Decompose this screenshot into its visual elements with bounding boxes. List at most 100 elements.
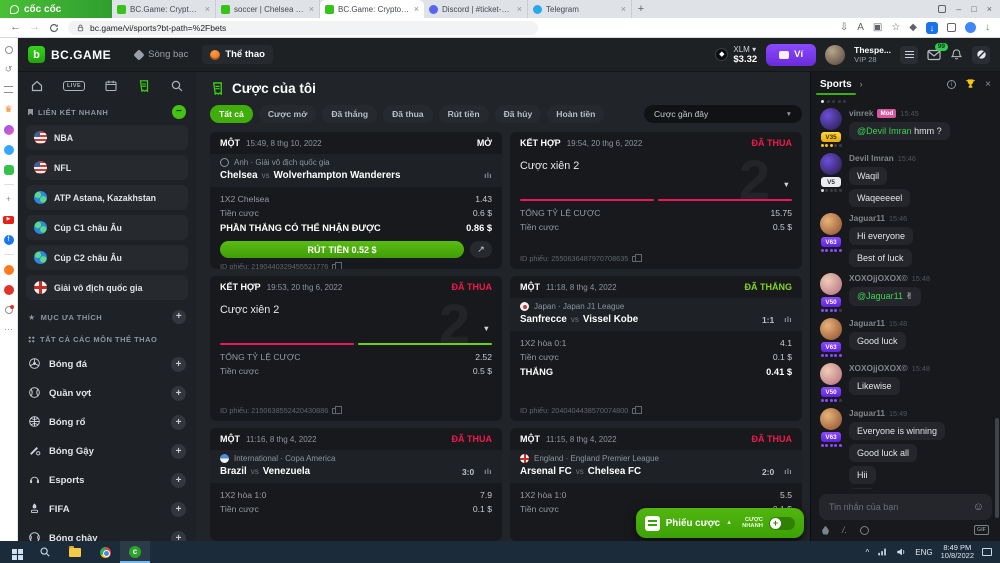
bcgame-logo[interactable]: b BC.GAME <box>28 46 111 63</box>
close-window-icon[interactable]: × <box>986 4 992 14</box>
quicklink-item[interactable]: ATP Astana, Kazakhstan <box>26 185 188 210</box>
copy-icon[interactable] <box>632 406 642 414</box>
match-block[interactable]: International · Copa America Brazil vs Vene… <box>210 450 502 483</box>
expand-caret-icon[interactable]: ▼ <box>782 180 790 189</box>
action-center-icon[interactable] <box>982 548 992 556</box>
betslip-button[interactable]: Phiếu cược ▲ CƯỢC NHANH + <box>635 508 804 538</box>
filter-pill[interactable]: Đã thua <box>383 105 433 123</box>
language-indicator[interactable]: ENG <box>915 547 933 557</box>
active-download-icon[interactable]: ↓ <box>926 21 938 34</box>
copy-icon[interactable] <box>332 406 342 414</box>
filter-pill[interactable]: Đã hủy <box>494 105 542 123</box>
chevron-right-icon[interactable]: › <box>859 79 863 89</box>
gif-icon[interactable]: GIF <box>973 525 989 535</box>
new-tab-button[interactable]: + <box>637 3 645 15</box>
combo-block[interactable]: Cược xiên 2 2 ▼ <box>210 296 502 352</box>
youtube-icon[interactable]: ▶ <box>3 214 14 225</box>
chat-username[interactable]: vinrek <box>849 108 874 118</box>
avatar[interactable] <box>820 153 842 175</box>
taskbar-clock[interactable]: 8:49 PM 10/8/2022 <box>941 543 974 561</box>
tray-chevron-icon[interactable]: ^ <box>865 547 870 557</box>
browser-tab[interactable]: BC.Game: Crypto Casino Gam× <box>112 0 216 18</box>
hot-deals-icon[interactable]: ♛ <box>4 104 13 114</box>
emoji-icon[interactable]: ☺ <box>972 501 984 513</box>
sport-item[interactable]: FIFA + <box>26 495 188 524</box>
chat-username[interactable]: XOXOjjOXOX© <box>849 273 908 283</box>
chat-username[interactable]: Jaguar11 <box>849 213 885 223</box>
stats-icon[interactable]: ılı <box>484 467 492 476</box>
bell-icon[interactable] <box>950 48 963 61</box>
sport-item[interactable]: Bóng chày + <box>26 524 188 541</box>
shopping-icon[interactable] <box>3 264 14 275</box>
url-field[interactable]: bc.game/vi/sports?bt-path=%2Fbets <box>68 20 538 35</box>
reload-icon[interactable] <box>48 22 60 34</box>
avatar[interactable] <box>820 408 842 430</box>
bet-history-icon[interactable] <box>900 45 918 64</box>
cashout-button[interactable]: RÚT TIỀN 0.52 $ <box>220 241 464 258</box>
sport-item[interactable]: Bóng đá + <box>26 350 188 379</box>
share-icon[interactable]: ↗ <box>470 241 492 258</box>
games-icon[interactable] <box>3 164 14 175</box>
add-favorite-button[interactable]: + <box>171 473 186 488</box>
back-icon[interactable]: ← <box>10 21 21 33</box>
chat-username[interactable]: Jaguar11 <box>849 318 885 328</box>
video-download-icon[interactable]: ↓ <box>985 21 990 33</box>
messages-button[interactable]: 99 <box>927 42 948 61</box>
maximize-icon[interactable]: □ <box>971 4 977 14</box>
nav-casino[interactable]: Sòng bạc <box>133 48 188 61</box>
avatar[interactable] <box>820 108 842 130</box>
calendar-icon[interactable] <box>104 79 118 93</box>
chat-scrollbar[interactable] <box>995 418 999 518</box>
volume-icon[interactable] <box>896 547 907 557</box>
start-button[interactable] <box>0 541 30 563</box>
filter-pill[interactable]: Hoàn tiền <box>547 105 605 123</box>
trophy-icon[interactable] <box>964 78 977 90</box>
tab-close-icon[interactable]: × <box>204 4 210 14</box>
sport-item[interactable]: Quần vợt + <box>26 379 188 408</box>
match-block[interactable]: Japan · Japan J1 League Sanfrecce vs Vissel… <box>510 298 802 331</box>
live-icon[interactable]: LIVE <box>62 81 86 91</box>
copy-icon[interactable] <box>632 254 642 262</box>
rain-icon[interactable] <box>822 525 829 535</box>
user-info[interactable]: Thespe... VIP 28 <box>854 45 891 65</box>
nav-sports[interactable]: Thể thao <box>202 45 273 64</box>
match-block[interactable]: Anh · Giải vô địch quốc gia Chelsea vs Wolv… <box>210 154 502 187</box>
sport-item[interactable]: Bóng Gậy + <box>26 437 188 466</box>
filter-pill[interactable]: Rút tiền <box>438 105 489 123</box>
chat-username[interactable]: Jaguar11 <box>849 408 885 418</box>
taskbar-search-icon[interactable] <box>30 541 60 563</box>
translate-icon[interactable]: A <box>857 21 864 33</box>
settings-icon[interactable] <box>3 44 14 55</box>
quicklink-item[interactable]: NFL <box>26 155 188 180</box>
stats-icon[interactable]: ılı <box>484 171 492 180</box>
sport-item[interactable]: Bóng rổ + <box>26 408 188 437</box>
quicklink-item[interactable]: Cúp C1 châu Âu <box>26 215 188 240</box>
reading-list-icon[interactable] <box>3 84 14 95</box>
history-icon[interactable]: ↺ <box>4 64 13 74</box>
coccoc-icon[interactable]: c <box>120 541 150 563</box>
avatar[interactable] <box>820 318 842 340</box>
sort-dropdown[interactable]: Cược gần đây ▼ <box>644 105 802 123</box>
avatar[interactable] <box>820 273 842 295</box>
user-avatar[interactable] <box>825 44 846 65</box>
extensions-icon[interactable] <box>947 23 956 32</box>
quicklink-item[interactable]: Giải vô địch quốc gia <box>26 275 188 300</box>
adblock-shield-icon[interactable]: ◆ <box>909 21 917 33</box>
camera-icon[interactable] <box>3 284 14 295</box>
expand-caret-icon[interactable]: ▼ <box>482 324 490 333</box>
chat-username[interactable]: Devil Imran <box>849 153 894 163</box>
sport-item[interactable]: Esports + <box>26 466 188 495</box>
chrome-icon[interactable] <box>90 541 120 563</box>
filter-pill[interactable]: Đã thắng <box>322 105 378 123</box>
wallet-button[interactable]: Ví <box>766 43 817 66</box>
stats-icon[interactable]: ılı <box>784 315 792 324</box>
notification-bell-icon[interactable] <box>3 304 14 315</box>
add-favorite-button[interactable]: + <box>171 386 186 401</box>
browser-tab[interactable]: Telegram × <box>528 0 632 18</box>
chat-tab-sports[interactable]: Sports <box>816 78 856 95</box>
info-icon[interactable]: i <box>947 79 957 89</box>
close-chat-icon[interactable]: × <box>985 78 991 90</box>
screenshot-icon[interactable]: ▣ <box>872 21 883 33</box>
minimize-icon[interactable]: – <box>956 4 962 14</box>
chat-bubble-icon[interactable] <box>3 144 14 155</box>
